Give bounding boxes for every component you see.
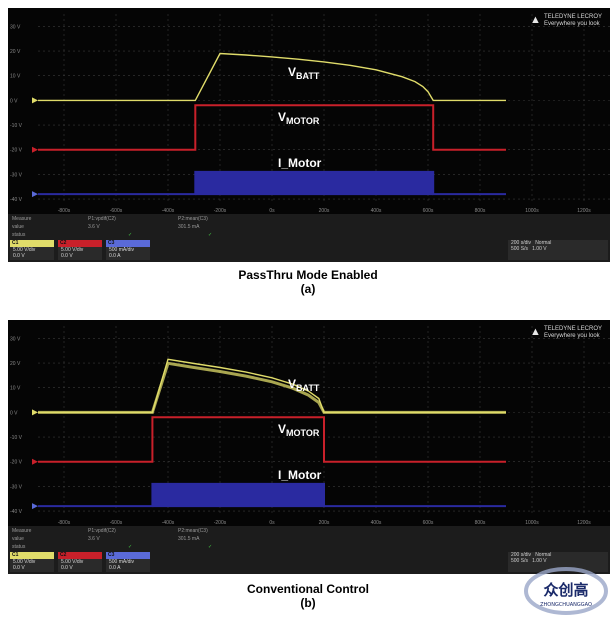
vmotor-label-a: VMOTOR [278, 110, 320, 126]
timebase-trigger-box-b[interactable]: 200 s/div Normal 500 S/s 1.00 V [508, 552, 608, 572]
channel-c3-box[interactable]: C3 500 mA/div 0.0 A [106, 552, 150, 572]
watermark-brand: 众创高 [543, 581, 588, 599]
x-tick-label: -400s [162, 520, 175, 526]
y-tick-label: -30 V [10, 172, 23, 178]
channel-offset-marker[interactable] [32, 503, 38, 510]
x-tick-label: -200s [214, 520, 227, 526]
brand-logo-a: ▲ TELEDYNE LECROY Everywhere you look [530, 14, 602, 28]
status-panel-b: Measure P1:vpdif(C2) P2:mean(C3) value 3.6 … [8, 526, 610, 574]
x-tick-label: -200s [214, 208, 227, 214]
y-tick-label: -40 V [10, 197, 23, 203]
series-vmotor-line [38, 416, 506, 463]
status-row-a: status ✓ ✓ [12, 232, 213, 238]
brand-tagline: Everywhere you look [543, 21, 600, 27]
value-row-a: value 3.6 V 301.5 mA [12, 224, 200, 230]
x-tick-label: -800s [58, 520, 71, 526]
y-tick-label: -20 V [10, 148, 23, 154]
plot-area-a: 30 V 20 V 10 V 0 V -10 V -20 V -30 V -40 V -800s… [8, 8, 610, 214]
imotor-current-band [152, 483, 324, 508]
y-tick-label: -40 V [10, 509, 23, 515]
brand-name: TELEDYNE LECROY [543, 326, 602, 332]
scope-screen-a: 30 V 20 V 10 V 0 V -10 V -20 V -30 V -40 V -800s… [8, 8, 610, 262]
measure-row-b: Measure P1:vpdif(C2) P2:mean(C3) [12, 528, 208, 534]
series-imotor-line [38, 482, 506, 508]
channel-c3-box[interactable]: C3 500 mA/div 0.0 A [106, 240, 150, 260]
scope-screen-b: 30 V 20 V 10 V 0 V -10 V -20 V -30 V -40 V -800s… [8, 320, 610, 574]
caption-label-a: (a) [300, 282, 316, 296]
channel-c1-box[interactable]: C1 5.00 V/div 0.0 V [10, 552, 54, 572]
caption-label-b: (b) [300, 596, 316, 610]
value-row-b: value 3.6 V 301.5 mA [12, 536, 200, 542]
y-tick-label: -10 V [10, 435, 23, 441]
x-tick-label: -600s [110, 520, 123, 526]
series-vbatt-line [38, 52, 506, 102]
plot-area-b: 30 V 20 V 10 V 0 V -10 V -20 V -30 V -40 V -800s… [8, 320, 610, 526]
chart-a: 30 V 20 V 10 V 0 V -10 V -20 V -30 V -40 V -800s… [10, 14, 610, 214]
x-tick-label: 400s [371, 208, 382, 214]
watermark-logo: 众创高 ZHONGCHUANGGAO [524, 567, 608, 615]
x-tick-label: 200s [319, 208, 330, 214]
series-imotor-line [38, 170, 506, 196]
status-row-b: status ✓ ✓ [12, 544, 213, 550]
x-tick-label: 800s [475, 208, 486, 214]
y-tick-label: 0 V [10, 98, 18, 104]
x-tick-label: 600s [423, 208, 434, 214]
x-tick-label: -600s [110, 208, 123, 214]
channel-c2-box[interactable]: C2 5.00 V/div 0.0 V [58, 552, 102, 572]
vbatt-label-a: VBATT [288, 65, 320, 81]
vmotor-label-b: VMOTOR [278, 422, 320, 438]
brand-name: TELEDYNE LECROY [543, 14, 602, 20]
brand-tagline: Everywhere you look [543, 333, 600, 339]
caption-b: Conventional Control [247, 582, 369, 596]
x-tick-label: 0s [269, 520, 275, 526]
imotor-current-band [195, 171, 434, 196]
imotor-label-a: I_Motor [278, 156, 322, 170]
series-vmotor-line [38, 104, 506, 151]
channel-offset-marker[interactable] [32, 458, 38, 465]
channel-c1-box[interactable]: C1 5.00 V/div 0.0 V [10, 240, 54, 260]
x-tick-label: 200s [319, 520, 330, 526]
x-tick-label: 1000s [525, 520, 539, 526]
chart-b: 30 V 20 V 10 V 0 V -10 V -20 V -30 V -40 V -800s… [10, 326, 610, 526]
y-tick-label: -10 V [10, 123, 23, 129]
y-tick-label: 20 V [10, 49, 21, 55]
timebase-trigger-box-a[interactable]: 200 s/div Normal 500 S/s 1.00 V [508, 240, 608, 260]
teledyne-icon: ▲ [529, 14, 541, 26]
vbatt-label-b: VBATT [288, 377, 320, 393]
x-tick-label: 1200s [577, 208, 591, 214]
channel-offset-marker[interactable] [32, 191, 38, 198]
measure-row-a: Measure P1:vpdif(C2) P2:mean(C3) [12, 216, 208, 222]
channel-offset-marker[interactable] [32, 146, 38, 153]
y-tick-label: 30 V [10, 24, 21, 30]
channel-c2-box[interactable]: C2 5.00 V/div 0.0 V [58, 240, 102, 260]
series-vbatt-ripple [38, 361, 506, 414]
x-tick-label: 600s [423, 520, 434, 526]
x-tick-label: 400s [371, 520, 382, 526]
y-tick-label: 0 V [10, 410, 18, 416]
x-tick-label: 1200s [577, 520, 591, 526]
teledyne-icon: ▲ [529, 326, 541, 338]
caption-a: PassThru Mode Enabled [238, 268, 378, 282]
channel-offset-marker[interactable] [32, 97, 38, 104]
x-tick-label: 800s [475, 520, 486, 526]
imotor-label-b: I_Motor [278, 468, 322, 482]
channel-offset-marker[interactable] [32, 409, 38, 416]
y-tick-label: 10 V [10, 386, 21, 392]
x-tick-label: -800s [58, 208, 71, 214]
brand-logo-b: ▲ TELEDYNE LECROY Everywhere you look [530, 326, 602, 340]
y-tick-label: -30 V [10, 484, 23, 490]
x-tick-label: 1000s [525, 208, 539, 214]
x-tick-label: 0s [269, 208, 275, 214]
y-tick-label: -20 V [10, 460, 23, 466]
status-panel-a: Measure P1:vpdif(C2) P2:mean(C3) value 3.6 … [8, 214, 610, 262]
y-tick-label: 30 V [10, 336, 21, 342]
watermark-sub: ZHONGCHUANGGAO [540, 602, 592, 608]
y-tick-label: 10 V [10, 74, 21, 80]
x-tick-label: -400s [162, 208, 175, 214]
y-tick-label: 20 V [10, 361, 21, 367]
